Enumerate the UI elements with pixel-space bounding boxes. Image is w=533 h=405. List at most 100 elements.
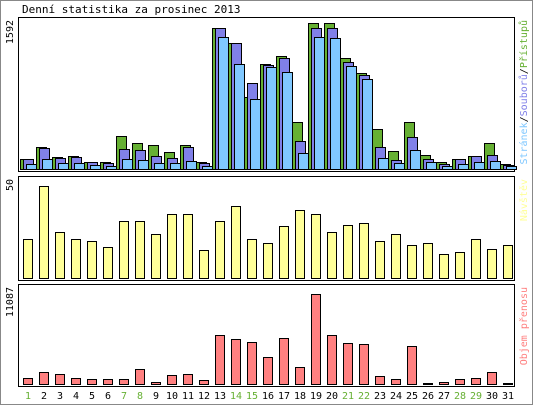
x-tick-label: 4 bbox=[73, 391, 79, 402]
legend-separator: / bbox=[519, 68, 530, 74]
bar: 19: 35 bbox=[311, 214, 321, 279]
x-tick-label: 28 bbox=[454, 391, 466, 402]
bar: 22: 980 bbox=[362, 79, 373, 170]
bar: 30: 16 bbox=[487, 249, 497, 279]
bar: 7: 104 bbox=[122, 159, 133, 170]
chart-title: Denní statistika za prosinec 2013 bbox=[22, 3, 241, 16]
x-tick-label: 7 bbox=[121, 391, 127, 402]
bar: 3: 70 bbox=[58, 163, 69, 170]
x-tick-label: 29 bbox=[470, 391, 482, 402]
bar: 13: 6050 bbox=[215, 335, 225, 385]
bar: 25: 4700 bbox=[407, 346, 417, 385]
bar: 24: 24 bbox=[391, 234, 401, 279]
bar: 4: 64 bbox=[74, 163, 85, 170]
traffic-panel: 1: 680 2: 1520 3: 1280 4: 800 5: 640 6: 560 7:… bbox=[5, 284, 530, 387]
bar: 7: 31 bbox=[119, 221, 129, 279]
bar: 2: 105 bbox=[42, 159, 53, 170]
bar: 9: 70 bbox=[154, 163, 165, 170]
x-tick-label: 5 bbox=[89, 391, 95, 402]
bar: 16: 19 bbox=[263, 243, 273, 279]
x-tick-label: 23 bbox=[374, 391, 386, 402]
x-tick-label: 2 bbox=[41, 391, 47, 402]
bar: 17: 1055 bbox=[282, 72, 293, 170]
bar: 11: 35 bbox=[183, 214, 193, 279]
bar: 22: 30 bbox=[359, 223, 369, 279]
x-tick-label: 26 bbox=[422, 391, 434, 402]
bar: 4: 21 bbox=[71, 239, 81, 279]
x-tick-label: 27 bbox=[438, 391, 450, 402]
bar: 19: 11087 bbox=[311, 294, 321, 385]
bar: 24: 660 bbox=[391, 379, 401, 385]
bar: 25: 205 bbox=[410, 150, 421, 170]
bar: 12: 35 bbox=[202, 166, 213, 170]
x-tick-label: 16 bbox=[262, 391, 274, 402]
bar: 3: 1280 bbox=[55, 374, 65, 385]
bar: 23: 1010 bbox=[375, 376, 385, 385]
legend-entry: Souborů bbox=[518, 74, 530, 116]
x-tick-label: 18 bbox=[294, 391, 306, 402]
bar: 31: 18 bbox=[503, 245, 513, 279]
bar: 20: 6050 bbox=[327, 335, 337, 385]
x-tick-label: 20 bbox=[326, 391, 338, 402]
bar: 8: 31 bbox=[135, 221, 145, 279]
x-tick-label: 13 bbox=[214, 391, 226, 402]
bar: 19: 1440 bbox=[314, 37, 325, 170]
bar: 27: 30 bbox=[442, 166, 453, 170]
bar: 6: 17 bbox=[103, 247, 113, 279]
hits-files-pages-legend: Stránek/Souborů/Přístupů bbox=[518, 20, 530, 165]
bar: 26: 180 bbox=[423, 383, 433, 385]
x-tick-label: 24 bbox=[390, 391, 402, 402]
x-tick-label: 25 bbox=[406, 391, 418, 402]
bar: 21: 5060 bbox=[343, 343, 353, 385]
bar: 17: 5720 bbox=[279, 338, 289, 385]
visits-legend: Návštěv bbox=[518, 179, 530, 221]
x-tick-label: 1 bbox=[25, 391, 31, 402]
bar: 18: 2110 bbox=[295, 367, 305, 385]
legend-separator: / bbox=[519, 116, 530, 122]
bar: 6: 560 bbox=[103, 379, 113, 385]
bar: 10: 1120 bbox=[167, 375, 177, 385]
bar: 6: 37 bbox=[106, 166, 117, 170]
y-max-tick-label: 50 bbox=[5, 179, 16, 191]
bar: 18: 175 bbox=[298, 153, 309, 170]
bar: 12: 520 bbox=[199, 380, 209, 385]
x-tick-label: 8 bbox=[137, 391, 143, 402]
traffic-legend: Objem přenosu bbox=[518, 287, 530, 365]
bar: 5: 20 bbox=[87, 241, 97, 279]
bar: 25: 18 bbox=[407, 245, 417, 279]
bar: 31: 100 bbox=[503, 383, 513, 385]
bar: 5: 40 bbox=[90, 165, 101, 170]
bar: 9: 240 bbox=[151, 382, 161, 385]
bar: 16: 3290 bbox=[263, 357, 273, 385]
bar: 27: 13 bbox=[439, 254, 449, 279]
bar: 15: 760 bbox=[250, 99, 261, 170]
bar: 5: 640 bbox=[87, 379, 97, 385]
bar: 30: 85 bbox=[490, 161, 501, 170]
x-tick-label: 15 bbox=[246, 391, 258, 402]
bar: 29: 21 bbox=[471, 239, 481, 279]
bar: 17: 28 bbox=[279, 226, 289, 279]
bar: 10: 35 bbox=[167, 214, 177, 279]
x-tick-label: 21 bbox=[342, 391, 354, 402]
bar: 29: 720 bbox=[471, 378, 481, 385]
bar: 21: 1125 bbox=[346, 66, 357, 170]
bar: 22: 4980 bbox=[359, 344, 369, 385]
bar: 31: 35 bbox=[506, 166, 517, 170]
bar: 24: 63 bbox=[394, 163, 405, 170]
bar: 28: 610 bbox=[455, 379, 465, 385]
bar: 20: 25 bbox=[327, 232, 337, 279]
bar: 1: 21 bbox=[23, 239, 33, 279]
x-tick-label: 19 bbox=[310, 391, 322, 402]
visits-panel: 1: 21 2: 50 3: 25 4: 21 5: 20 6: 17 7: 31 8: 31… bbox=[5, 176, 530, 281]
y-max-tick-label: 11087 bbox=[5, 287, 16, 317]
bar: 4: 800 bbox=[71, 378, 81, 385]
x-tick-label: 31 bbox=[502, 391, 514, 402]
bar: 26: 78 bbox=[426, 162, 437, 170]
bar: 15: 21 bbox=[247, 239, 257, 279]
bar: 11: 90 bbox=[186, 161, 197, 170]
bar: 20: 1430 bbox=[330, 38, 341, 170]
bar: 8: 100 bbox=[138, 160, 149, 170]
x-tick-label: 14 bbox=[230, 391, 242, 402]
bar: 23: 20 bbox=[375, 241, 385, 279]
